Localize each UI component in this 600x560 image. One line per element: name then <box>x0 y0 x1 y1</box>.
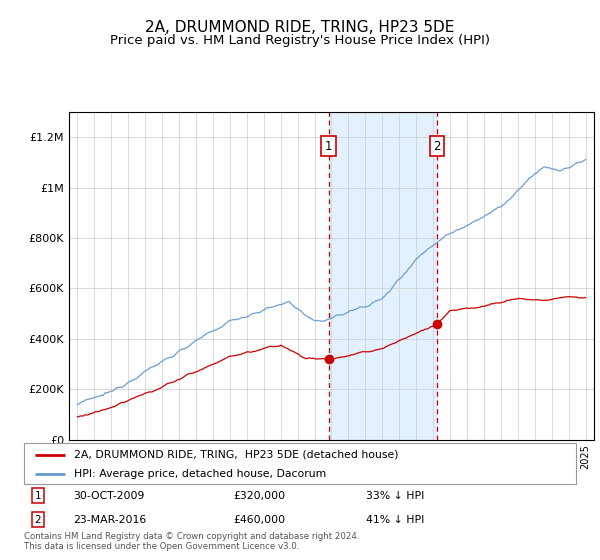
Text: 2A, DRUMMOND RIDE, TRING,  HP23 5DE (detached house): 2A, DRUMMOND RIDE, TRING, HP23 5DE (deta… <box>74 450 398 460</box>
Text: 23-MAR-2016: 23-MAR-2016 <box>74 515 147 525</box>
FancyBboxPatch shape <box>24 443 576 484</box>
Text: 1: 1 <box>34 491 41 501</box>
Text: Contains HM Land Registry data © Crown copyright and database right 2024.
This d: Contains HM Land Registry data © Crown c… <box>24 532 359 552</box>
Text: Price paid vs. HM Land Registry's House Price Index (HPI): Price paid vs. HM Land Registry's House … <box>110 34 490 46</box>
Text: £460,000: £460,000 <box>234 515 286 525</box>
Text: 30-OCT-2009: 30-OCT-2009 <box>74 491 145 501</box>
Text: 2: 2 <box>34 515 41 525</box>
Text: HPI: Average price, detached house, Dacorum: HPI: Average price, detached house, Daco… <box>74 469 326 479</box>
Text: 33% ↓ HPI: 33% ↓ HPI <box>366 491 425 501</box>
Text: 41% ↓ HPI: 41% ↓ HPI <box>366 515 425 525</box>
Text: £320,000: £320,000 <box>234 491 286 501</box>
Text: 1: 1 <box>325 140 332 153</box>
Bar <box>329 112 437 440</box>
Text: 2A, DRUMMOND RIDE, TRING, HP23 5DE: 2A, DRUMMOND RIDE, TRING, HP23 5DE <box>145 20 455 35</box>
Text: 2: 2 <box>433 140 441 153</box>
